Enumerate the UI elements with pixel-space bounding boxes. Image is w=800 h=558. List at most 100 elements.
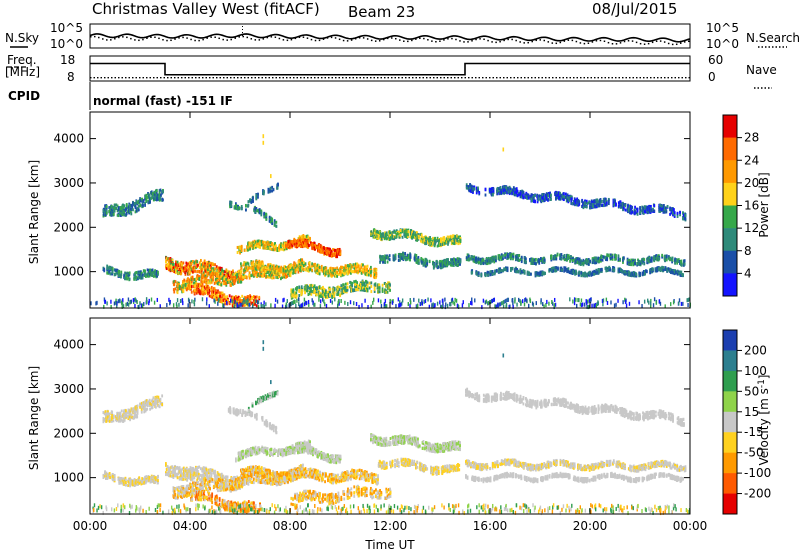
echo-cell <box>339 288 341 291</box>
noise-panel: N.Sky 10^5 10^0 10^5 10^0 N.Search <box>5 21 800 51</box>
echo-cell <box>249 247 251 250</box>
noise-dot <box>198 40 200 42</box>
echo-cell <box>292 295 294 298</box>
echo-cell <box>286 275 288 278</box>
echo-cell <box>518 193 520 196</box>
cpid-text: normal (fast) -151 IF <box>93 94 233 108</box>
echo-cell <box>233 282 235 285</box>
echo-cell <box>183 279 185 282</box>
cpid-label: CPID <box>8 89 40 103</box>
echo-cell <box>301 289 303 292</box>
echo-cell <box>251 296 253 299</box>
echo-cell <box>135 205 137 208</box>
echo-cell <box>413 231 415 234</box>
echo-cell <box>175 287 177 290</box>
echo-cell <box>177 288 179 291</box>
noise-dot <box>636 42 638 44</box>
noise-dot <box>238 36 240 38</box>
echo-cell <box>194 266 196 269</box>
echo-cell <box>203 288 205 291</box>
freq-right-tick-bottom: 0 <box>708 70 716 84</box>
noise-dot <box>624 41 626 43</box>
echo-cell <box>367 265 369 268</box>
noise-dot <box>299 37 301 39</box>
noise-dot <box>194 40 196 42</box>
echo-cell <box>252 200 254 203</box>
noise-dot <box>387 38 389 40</box>
echo-cell <box>132 201 134 204</box>
noise-dot <box>343 40 345 42</box>
echo-cell <box>268 267 270 270</box>
echo-cell <box>370 270 372 273</box>
echo-cell <box>293 269 295 272</box>
echo-cell <box>210 262 212 265</box>
echo-cell <box>197 270 199 273</box>
noise-dot <box>435 41 437 43</box>
noise-dot <box>483 39 485 41</box>
noise-dot <box>592 41 594 43</box>
noise-dot <box>287 40 289 42</box>
echo-cell <box>265 213 267 216</box>
echo-cell <box>356 281 358 284</box>
noise-dot <box>98 37 100 39</box>
echo-cell <box>375 272 377 275</box>
noise-dot <box>218 38 220 40</box>
noise-dot <box>632 40 634 42</box>
echo-cell <box>534 200 536 203</box>
echo-cell <box>386 233 388 236</box>
echo-cell <box>387 261 389 264</box>
noise-dot <box>684 41 686 43</box>
noise-dot <box>90 36 92 38</box>
echo-cell <box>303 264 305 267</box>
echo-cell <box>201 268 203 271</box>
echo-cell <box>110 267 112 270</box>
echo-cell <box>245 208 247 211</box>
echo-cell <box>257 193 259 196</box>
noise-dot <box>311 39 313 41</box>
noise-dot <box>548 41 550 43</box>
echo-cell <box>177 261 179 264</box>
echo-cell <box>378 234 380 237</box>
echo-cell <box>233 279 235 282</box>
echo-cell <box>123 204 125 207</box>
noise-right-label: N.Search <box>746 31 800 45</box>
echo-cell <box>230 284 232 287</box>
echo-cell <box>251 262 253 265</box>
echo-cell <box>425 237 427 240</box>
echo-cell <box>319 291 321 294</box>
echo-cell <box>375 284 377 287</box>
echo-cell <box>255 194 257 197</box>
noise-dot <box>628 40 630 42</box>
noise-dot <box>126 37 128 39</box>
echo-cell <box>218 295 220 298</box>
echo-cell <box>202 280 204 283</box>
echo-cell <box>283 272 285 275</box>
echo-cell <box>259 208 261 211</box>
echo-cell <box>316 293 318 296</box>
echo-cell <box>455 241 457 244</box>
echo-cell <box>387 291 389 294</box>
noise-dot <box>114 38 116 40</box>
echo-cell <box>205 278 207 281</box>
noise-dot <box>351 39 353 41</box>
echo-cell <box>211 286 213 289</box>
noise-dot <box>371 40 373 42</box>
noise-dot <box>616 43 618 45</box>
echo-cell <box>304 291 306 294</box>
noise-dot <box>459 40 461 42</box>
noise-dot <box>206 37 208 39</box>
echo-cell <box>440 237 442 240</box>
echo-cell <box>230 201 232 204</box>
noise-dot <box>660 40 662 42</box>
noise-dot <box>644 43 646 45</box>
noise-dot <box>507 39 509 41</box>
noise-dot <box>186 37 188 39</box>
echo-cell <box>379 290 381 293</box>
noise-dot <box>275 36 277 38</box>
echo-cell <box>219 277 221 280</box>
freq-right-tick-top: 60 <box>708 53 723 67</box>
echo-cell <box>389 258 391 261</box>
echo-cell <box>374 288 376 291</box>
echo-cell <box>149 268 151 271</box>
site-title: Christmas Valley West (fitACF) <box>92 0 320 18</box>
